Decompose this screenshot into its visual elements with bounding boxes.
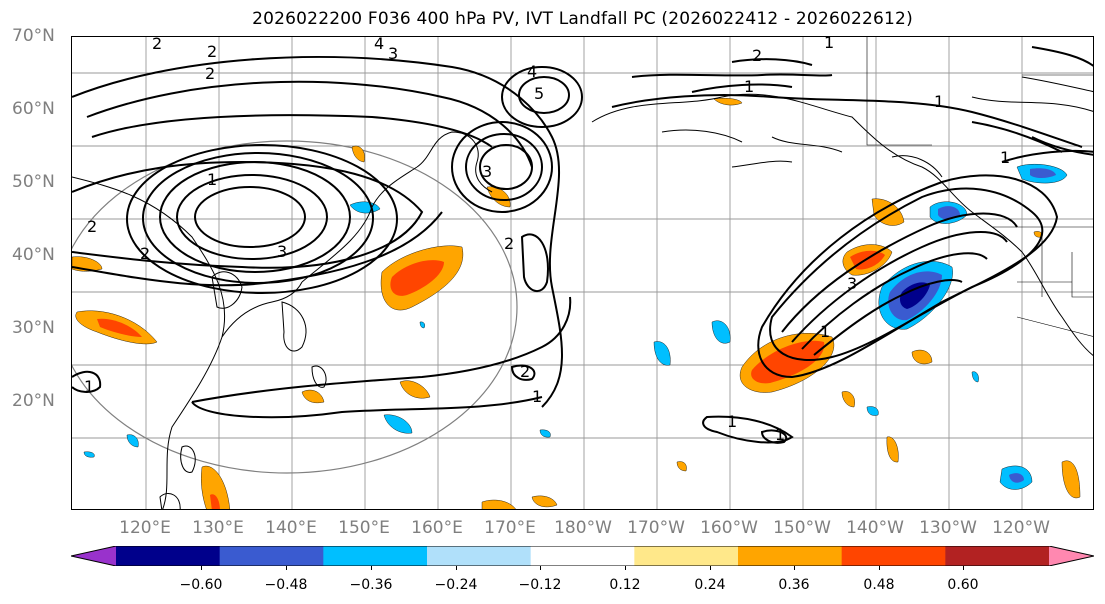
radius-circle bbox=[72, 140, 518, 474]
negative-shading bbox=[83, 164, 1068, 490]
colorbar-tickmark bbox=[286, 566, 287, 570]
colorbar-tickmark bbox=[879, 566, 880, 570]
contour-label: 1 bbox=[727, 412, 737, 431]
contour-label: 3 bbox=[847, 274, 857, 293]
colorbar-tickmark bbox=[371, 566, 372, 570]
positive-shading bbox=[72, 98, 1081, 509]
contour-label: 3 bbox=[277, 242, 287, 261]
map-canvas: 2 2 4 3 2 1 2 2 3 3 4 5 2 2 1 1 2 1 1 1 … bbox=[72, 37, 1093, 509]
coastlines bbox=[72, 76, 1093, 509]
contour-label: 1 bbox=[207, 170, 217, 189]
colorbar-segment bbox=[738, 546, 843, 566]
colorbar-tickmark bbox=[201, 566, 202, 570]
contour-label: 4 bbox=[374, 37, 384, 53]
lat-label: 50°N bbox=[12, 172, 55, 192]
colorbar-segment bbox=[530, 546, 635, 566]
colorbar-segment bbox=[323, 546, 428, 566]
contour-label: 1 bbox=[934, 92, 944, 111]
map-title: 2026022200 F036 400 hPa PV, IVT Landfall… bbox=[252, 9, 913, 29]
contour-label: 2 bbox=[207, 42, 217, 61]
lat-label: 30°N bbox=[12, 318, 55, 338]
lon-label: 150°E bbox=[338, 518, 390, 538]
colorbar-tick-label: 0.48 bbox=[863, 577, 895, 593]
contour-label: 4 bbox=[527, 62, 537, 81]
contour-label: 1 bbox=[824, 37, 834, 52]
colorbar-tickmark bbox=[794, 566, 795, 570]
lat-label: 70°N bbox=[12, 26, 55, 46]
lon-label: 180°W bbox=[554, 518, 612, 538]
contour-label: 2 bbox=[152, 37, 162, 53]
colorbar bbox=[71, 546, 1094, 566]
lon-label: 160°W bbox=[700, 518, 758, 538]
lon-label: 170°E bbox=[484, 518, 536, 538]
contour-label: 1 bbox=[532, 387, 542, 406]
colorbar-tick-label: 0.36 bbox=[778, 577, 810, 593]
contours bbox=[72, 46, 1093, 444]
contour-label: 1 bbox=[775, 425, 785, 444]
lat-label: 40°N bbox=[12, 245, 55, 265]
contour-label: 3 bbox=[482, 162, 492, 181]
colorbar-tick-label: 0.12 bbox=[609, 577, 641, 593]
colorbar-tick-label: −0.60 bbox=[179, 577, 223, 593]
contour-label: 2 bbox=[752, 46, 762, 65]
lon-label: 140°E bbox=[265, 518, 317, 538]
colorbar-segment bbox=[116, 546, 221, 566]
colorbar-tick-label: −0.12 bbox=[518, 577, 562, 593]
colorbar-tickmark bbox=[710, 566, 711, 570]
lat-label: 20°N bbox=[12, 391, 55, 411]
contour-label: 1 bbox=[84, 377, 94, 396]
contour-label: 1 bbox=[820, 322, 830, 341]
colorbar-tick-label: 0.60 bbox=[947, 577, 979, 593]
colorbar-segment bbox=[634, 546, 739, 566]
colorbar-tickmark bbox=[456, 566, 457, 570]
contour-label: 2 bbox=[205, 64, 215, 83]
colorbar-segment bbox=[427, 546, 532, 566]
colorbar-tick-label: 0.24 bbox=[694, 577, 726, 593]
contour-label: 1 bbox=[744, 77, 754, 96]
contour-label: 2 bbox=[87, 217, 97, 236]
lon-label: 130°W bbox=[919, 518, 977, 538]
colorbar-tickmark bbox=[963, 566, 964, 570]
colorbar-extend-high bbox=[1049, 546, 1094, 566]
contour-label: 3 bbox=[388, 44, 398, 63]
lon-label: 130°E bbox=[192, 518, 244, 538]
map-panel: 2 2 4 3 2 1 2 2 3 3 4 5 2 2 1 1 2 1 1 1 … bbox=[71, 36, 1094, 510]
contour-label: 2 bbox=[140, 244, 150, 263]
lon-label: 120°E bbox=[119, 518, 171, 538]
contour-labels: 2 2 4 3 2 1 2 2 3 3 4 5 2 2 1 1 2 1 1 1 … bbox=[84, 37, 1010, 444]
colorbar-segment bbox=[945, 546, 1050, 566]
lon-label: 160°E bbox=[411, 518, 463, 538]
colorbar-tick-label: −0.24 bbox=[434, 577, 478, 593]
contour-label: 1 bbox=[1000, 148, 1010, 167]
colorbar-tick-label: −0.48 bbox=[264, 577, 308, 593]
contour-label: 2 bbox=[504, 234, 514, 253]
lon-label: 140°W bbox=[846, 518, 904, 538]
colorbar-tick-label: −0.36 bbox=[349, 577, 393, 593]
lon-label: 150°W bbox=[773, 518, 831, 538]
lon-label: 120°W bbox=[992, 518, 1050, 538]
colorbar-tickmark bbox=[540, 566, 541, 570]
contour-label: 2 bbox=[520, 362, 530, 381]
colorbar-segment bbox=[841, 546, 946, 566]
lat-label: 60°N bbox=[12, 99, 55, 119]
colorbar-segments bbox=[71, 546, 1094, 566]
colorbar-extend-low bbox=[71, 546, 116, 566]
boundaries bbox=[866, 37, 1093, 337]
colorbar-tickmark bbox=[625, 566, 626, 570]
colorbar-segment bbox=[219, 546, 324, 566]
contour-label: 5 bbox=[534, 84, 544, 103]
lon-label: 170°W bbox=[627, 518, 685, 538]
